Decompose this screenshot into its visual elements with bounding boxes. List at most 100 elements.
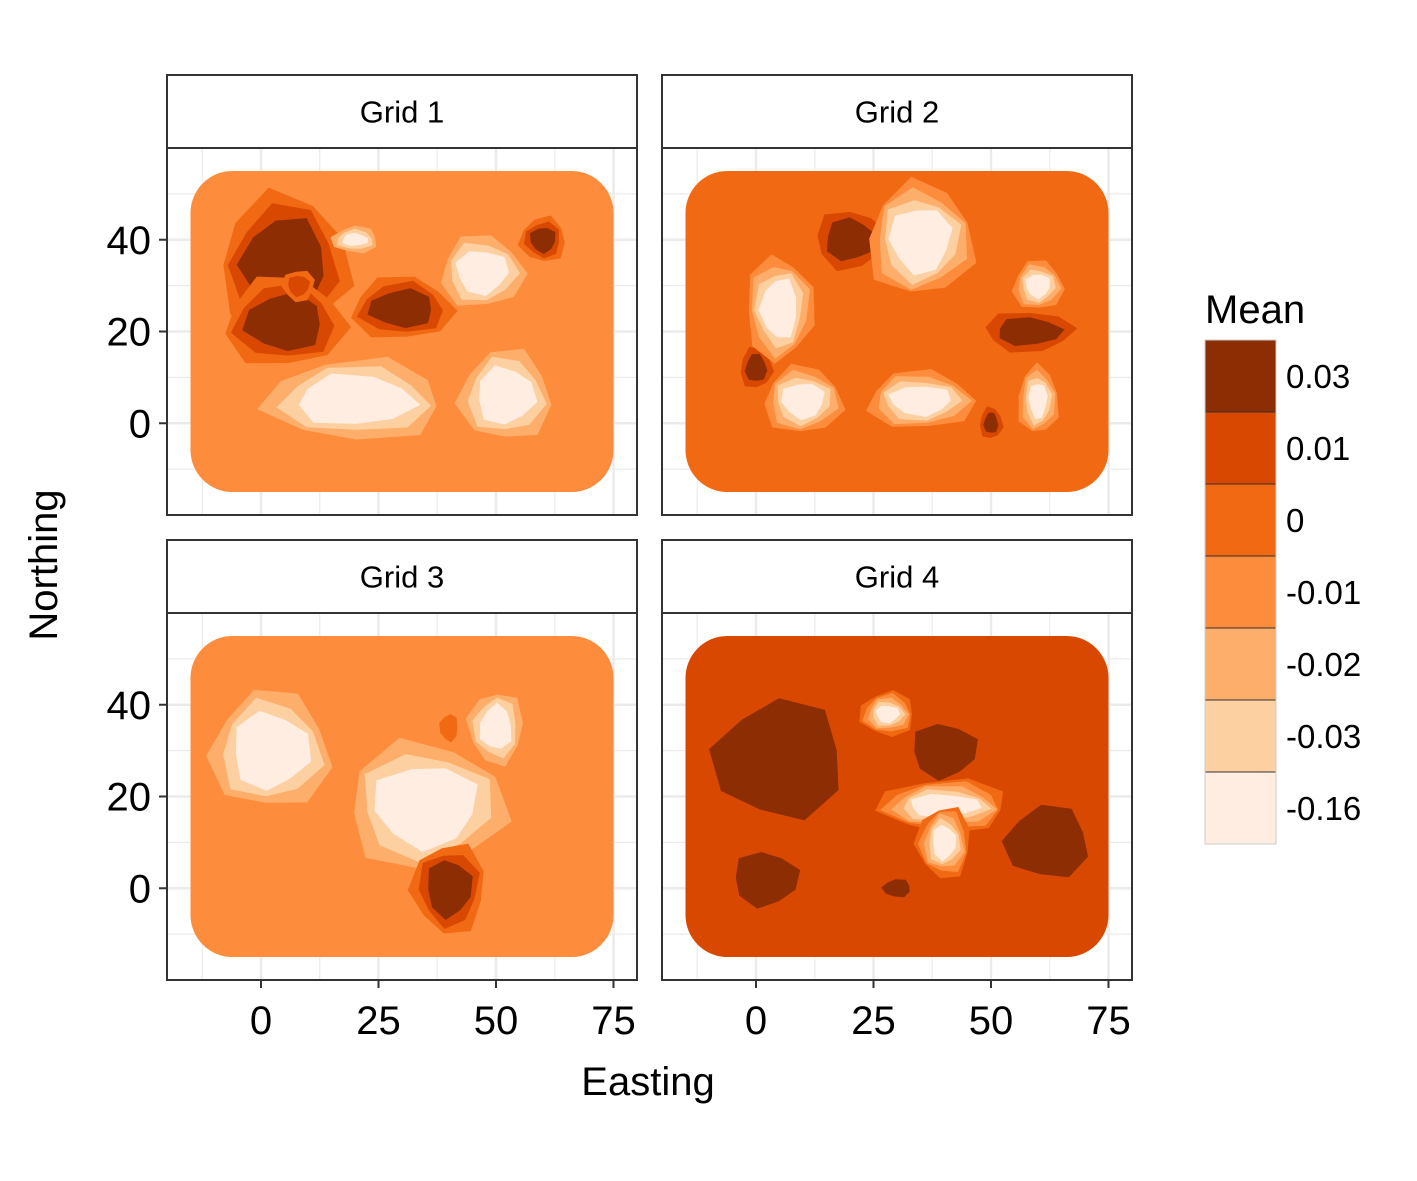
contour-blob [764,363,846,432]
contour-band [367,288,432,329]
legend-key [1205,700,1276,772]
facet-panel: Grid 1 [166,74,638,516]
contour-blob [465,694,523,767]
contour-band [875,705,901,724]
contour-blob [517,215,565,261]
contour-blob [225,276,352,364]
contour-band [479,365,538,425]
contour-blob [875,778,1004,835]
y-tick-label: 0 [129,867,151,911]
contour-band [342,232,369,246]
contour-field [685,170,1109,493]
x-tick-label: 25 [356,999,401,1043]
contour-blob [1001,804,1089,878]
contour-blob [257,356,437,440]
legend-label: 0.03 [1286,358,1350,395]
y-axis-title: Northing [22,489,66,640]
contour-blob [439,714,458,743]
contour-band [999,317,1065,346]
legend-label: -0.01 [1286,574,1361,611]
contour-band [428,860,473,920]
contour-field [190,170,614,493]
contour-band [914,724,978,781]
contour-band [744,353,768,381]
legend-key [1205,412,1276,484]
contour-blob [1018,362,1059,431]
contour-field [190,635,614,958]
legend-key [1205,772,1276,844]
y-tick-label: 20 [107,311,152,355]
contour-band [288,275,311,298]
x-axis-title: Easting [581,1060,714,1104]
contour-band [479,702,512,749]
contour-band [888,210,953,276]
facet-label: Grid 4 [855,560,939,595]
contour-blob [748,254,815,364]
contour-blob [454,348,552,437]
contour-field [685,635,1109,958]
facet-panels: Grid 1 Grid 2 Grid 3 Grid 4 [166,74,1133,981]
contour-band [709,698,839,821]
contour-band [758,278,796,338]
facet-strip [166,539,638,614]
contour-blob [913,807,970,879]
legend-frame [1204,339,1277,845]
contour-blob [914,724,978,781]
contour-blob [866,369,977,427]
y-tick-label: 20 [107,776,152,820]
contour-band [826,217,877,262]
legend: Mean 0.03 0.01 0 -0.01 -0.02 -0.03 -0.16 [1204,288,1361,845]
legend-key [1205,340,1276,412]
contour-band [235,710,312,791]
contour-band [529,228,556,255]
legend-key [1205,628,1276,700]
contour-band [933,824,957,862]
contour-band [983,412,999,433]
contour-blob [980,406,1004,438]
contour-blob [206,689,333,803]
panel-border [661,147,1133,516]
contour-blob [859,690,912,737]
facet-label: Grid 2 [855,95,939,130]
y-tick-label: 40 [107,684,152,728]
contour-band [242,291,320,351]
legend-key [1205,484,1276,556]
legend-label: -0.16 [1286,790,1361,827]
contour-blob [817,211,889,272]
contour-blob [881,879,910,898]
contour-blob [351,276,458,338]
facet-panel: Grid 4 [661,539,1133,981]
contour-band [1028,384,1048,419]
contour-band [911,793,982,818]
contour-blob [985,313,1078,353]
x-tick-label: 50 [474,999,519,1043]
contour-band [888,386,951,417]
legend-label: 0 [1286,502,1304,539]
contour-blob [441,235,528,306]
panel-border [661,612,1133,981]
x-tick-label: 50 [969,999,1014,1043]
x-tick-label: 0 [250,999,272,1043]
x-tick-label: 0 [745,999,767,1043]
x-tick-label: 25 [851,999,896,1043]
contour-blob [1011,260,1065,308]
legend-title: Mean [1205,288,1305,332]
contour-blob [869,176,977,292]
facet-strip [166,74,638,149]
legend-label: -0.02 [1286,646,1361,683]
contour-band [298,373,421,424]
contour-band [781,383,825,421]
contour-band [1025,274,1050,300]
contour-blob [354,737,512,869]
contour-band [881,879,910,898]
contour-band [374,768,478,853]
legend-key [1205,556,1276,628]
contour-blob [709,698,839,821]
y-tick-label: 0 [129,402,151,446]
facet-strip [661,74,1133,149]
contour-band [455,251,510,296]
contour-band [439,714,458,743]
facet-panel: Grid 2 [661,74,1133,516]
facet-label: Grid 3 [360,560,444,595]
